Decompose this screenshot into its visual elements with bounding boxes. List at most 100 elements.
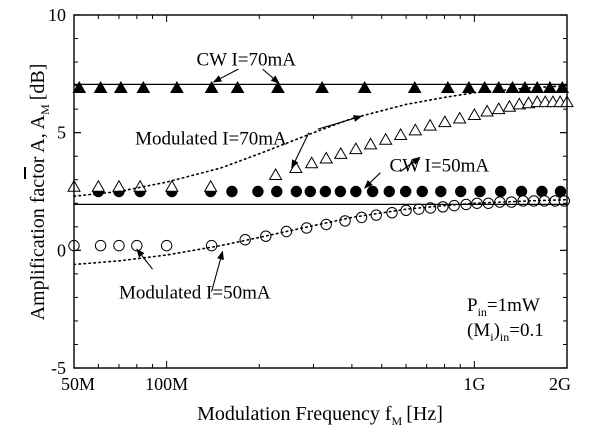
modulated-50ma-point: [400, 204, 412, 217]
annotation-arrow: [136, 248, 153, 270]
cw-50ma-point: [515, 185, 528, 198]
modulated-70ma-point: [393, 128, 408, 141]
cw-70ma-point: [114, 80, 128, 93]
y-axis-title-overbar: [24, 167, 26, 179]
cw-70ma-point: [491, 80, 506, 93]
cw-70ma-point: [72, 80, 87, 93]
series-annotation: Modulated I=50mA: [119, 283, 271, 304]
cw-50ma-point: [536, 185, 548, 198]
cw-70ma-point: [462, 80, 476, 93]
modulated-50ma-point: [160, 239, 173, 252]
cw-50ma-point: [474, 185, 486, 198]
cw-70ma-point: [93, 80, 108, 93]
modulated-70ma-point: [203, 179, 218, 192]
modulated-50ma-point: [471, 197, 483, 209]
modulated-50ma-point: [386, 206, 398, 219]
series-annotation: Modulated I=70mA: [135, 128, 287, 149]
modulated-70ma-point: [502, 99, 517, 112]
modulated-70ma-point: [333, 146, 348, 159]
modulated-70ma-point: [165, 179, 179, 192]
inset-modulation-index-label: (Mi)in=0.1: [467, 320, 544, 344]
cw-50ma-point: [416, 185, 428, 198]
cw-50ma-point: [304, 185, 317, 198]
cw-50ma-point: [226, 185, 238, 198]
axis-ticks: -5 0 5 10 50M 100M 1G 2G: [48, 5, 571, 394]
cw-50ma-point: [554, 185, 567, 198]
cw-70ma-point: [440, 80, 455, 93]
modulated-70ma-point: [91, 179, 106, 192]
annotation-arrow: [400, 156, 421, 172]
cw-70ma-point: [204, 80, 219, 93]
plot-frame: [73, 14, 568, 369]
cw-50ma-point: [252, 185, 264, 198]
cw-70ma-point: [357, 80, 372, 93]
y-axis-title: Amplification factor A, AM[dB]: [27, 64, 52, 321]
annotation-arrow: [262, 68, 280, 84]
y-tick-label: 5: [57, 123, 66, 143]
modulated-70ma-point: [423, 118, 437, 131]
modulated-70ma-point: [452, 111, 467, 124]
plot-area: [67, 80, 574, 266]
annotation-arrow: [291, 132, 310, 169]
modulated-70ma-point: [530, 95, 545, 108]
y-tick-label: 10: [48, 5, 66, 25]
cw-70ma-point: [505, 80, 520, 93]
fit-line-dotted: [73, 84, 568, 197]
modulated-70ma-point: [512, 97, 527, 110]
modulated-70ma-point: [304, 156, 319, 169]
cw-50ma-point: [435, 185, 447, 198]
modulated-50ma-point: [355, 211, 368, 224]
modulated-70ma-point: [378, 132, 393, 145]
annotation-arrow: [212, 68, 239, 83]
modulated-50ma-point: [94, 239, 107, 252]
modulated-50ma-point: [339, 215, 351, 227]
modulated-50ma-point: [260, 230, 272, 242]
cw-50ma-point: [334, 185, 347, 198]
modulated-70ma-point: [480, 104, 494, 117]
y-tick-label: -5: [51, 358, 66, 378]
cw-50ma-point: [290, 185, 303, 198]
modulated-50ma-point: [370, 209, 382, 221]
cw-50ma-point: [383, 185, 395, 198]
cw-70ma-point: [136, 80, 151, 93]
annotation-arrow: [317, 115, 363, 130]
x-tick-label: 1G: [463, 374, 485, 394]
cw-70ma-point: [170, 80, 184, 93]
modulated-70ma-point: [491, 102, 506, 115]
modulated-70ma-point: [408, 123, 423, 136]
cw-50ma-point: [399, 185, 412, 198]
x-tick-label: 100M: [145, 374, 188, 394]
cw-70ma-point: [518, 80, 532, 93]
series-annotation: CW I=70mA: [196, 50, 296, 71]
cw-50ma-point: [455, 185, 467, 198]
cw-50ma-point: [495, 185, 507, 198]
inset-pin-label: Pin=1mW: [467, 295, 540, 319]
cw-50ma-point: [271, 185, 283, 198]
modulated-70ma-point: [348, 142, 363, 155]
x-tick-label: 50M: [61, 374, 95, 394]
x-axis-title: Modulation Frequency fM [Hz]: [197, 403, 443, 428]
modulated-50ma-point: [113, 239, 125, 252]
cw-70ma-point: [271, 80, 285, 93]
modulated-70ma-point: [112, 179, 126, 192]
cw-70ma-point: [230, 80, 245, 93]
cw-50ma-point: [319, 185, 332, 198]
modulated-70ma-point: [319, 151, 334, 164]
cw-70ma-point: [407, 80, 422, 93]
annotation-arrow: [364, 172, 381, 189]
cw-70ma-point: [555, 80, 570, 93]
cw-70ma-point: [530, 80, 545, 93]
cw-50ma-point: [350, 185, 362, 198]
x-tick-label: 2G: [549, 374, 571, 394]
series-annotation: CW I=50mA: [390, 155, 490, 176]
modulated-70ma-point: [268, 168, 283, 181]
modulated-50ma-point: [320, 218, 332, 231]
cw-70ma-point: [315, 80, 329, 93]
cw-50ma-point: [366, 185, 379, 198]
modulated-50ma-point: [205, 239, 218, 252]
annotation-arrow: [211, 250, 224, 292]
modulated-70ma-point: [438, 115, 452, 128]
fit-line-dotted: [73, 198, 568, 266]
modulated-70ma-point: [467, 108, 482, 121]
